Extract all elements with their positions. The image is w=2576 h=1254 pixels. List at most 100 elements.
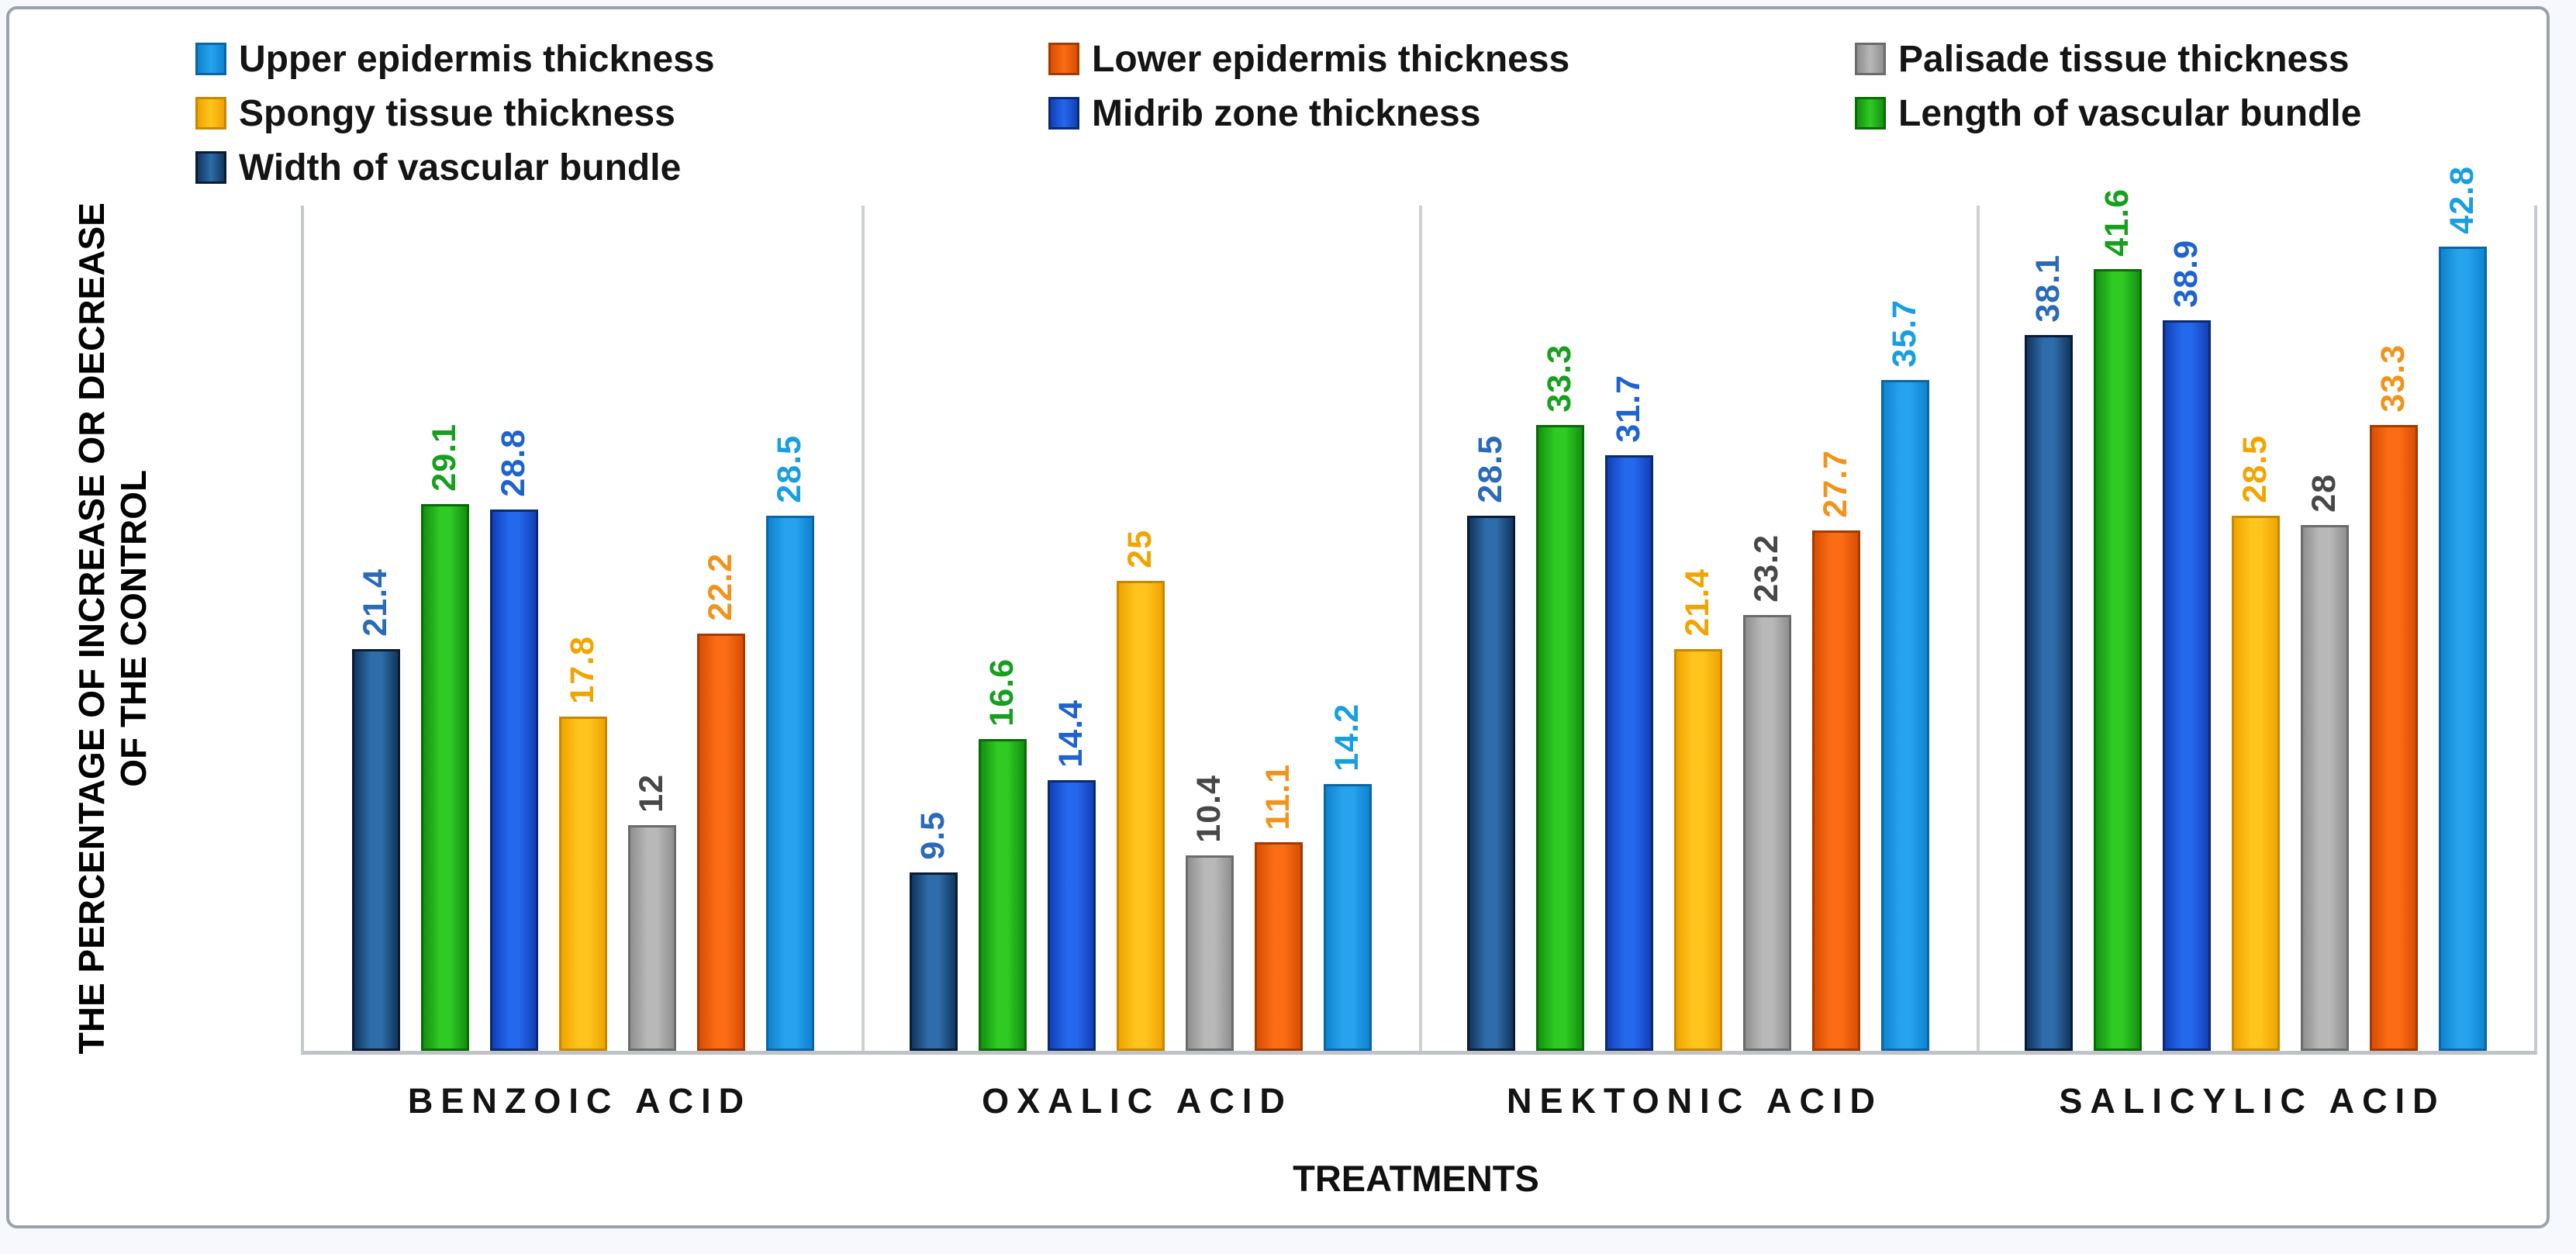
bar-value-label: 29.1 [426,423,463,492]
bar-lower [2369,425,2418,1051]
bar-value-label: 38.9 [2167,240,2205,308]
legend-label: Lower epidermis thickness [1092,38,1570,80]
bar-group-benzoic-acid: 21.4 29.1 28.8 17.8 12 22.2 28.5 [304,206,862,1051]
bar-slot-upper: 35.7 [1880,299,1929,1051]
bar-slot-spongy: 25 [1116,530,1165,1051]
bar-slot-lower: 22.2 [696,553,745,1051]
bar-lower [1254,842,1303,1051]
bar-slot-lower: 27.7 [1811,450,1860,1051]
legend-swatch-spongy [195,97,226,130]
legend-label: Upper epidermis thickness [239,38,715,80]
bar-slot-upper: 42.8 [2438,166,2487,1051]
bar-slot-palisade: 10.4 [1185,775,1234,1051]
bar-width [909,872,958,1051]
legend-swatch-lower [1048,43,1079,75]
bar-value-label: 21.4 [357,568,394,637]
bar-palisade [1185,855,1234,1051]
bar-value-label: 28 [2305,474,2343,513]
bar-slot-spongy: 17.8 [558,636,607,1051]
legend-label: Midrib zone thickness [1092,92,1481,134]
bar-length [2093,269,2142,1051]
y-axis-title: THE PERCENTAGE OF INCREASE OR DECREASE O… [23,202,202,1054]
legend-swatch-midrib [1048,97,1079,130]
bar-midrib [1604,455,1653,1051]
y-axis-title-line2: OF THE CONTROL [113,469,154,787]
bar-spongy [1673,649,1722,1051]
x-axis-title: TREATMENTS [1293,1158,1539,1199]
legend-item-length: Length of vascular bundle [1855,88,2553,138]
bar-slot-palisade: 12 [627,774,676,1051]
legend-label: Length of vascular bundle [1898,92,2362,134]
bar-value-label: 31.7 [1610,375,1647,443]
bar-slot-palisade: 23.2 [1742,534,1791,1051]
legend-label: Width of vascular bundle [239,147,682,188]
bar-slot-width: 9.5 [909,811,958,1051]
legend-item-spongy: Spongy tissue thickness [195,88,1048,138]
bar-value-label: 22.2 [702,553,739,621]
bar-slot-width: 28.5 [1466,435,1515,1051]
bar-value-label: 14.4 [1052,700,1089,768]
bar-palisade [1742,615,1791,1051]
bar-slot-length: 33.3 [1535,344,1584,1051]
bar-value-label: 16.6 [983,658,1020,727]
x-category-label: BENZOIC ACID [407,1081,752,1121]
bar-lower [696,634,745,1051]
bar-palisade [627,825,676,1051]
legend-item-palisade: Palisade tissue thickness [1855,34,2553,84]
chart-legend: Upper epidermis thickness Lower epidermis… [195,34,2553,192]
bar-value-label: 27.7 [1817,450,1854,518]
bar-upper [1323,784,1372,1051]
bar-value-label: 35.7 [1886,299,1923,368]
bar-length [420,504,469,1051]
bar-value-label: 38.1 [2029,254,2067,323]
bar-upper [765,516,814,1051]
bar-spongy [2231,516,2280,1051]
legend-swatch-upper [195,43,226,75]
bar-slot-midrib: 28.8 [489,429,538,1051]
bar-length [978,739,1027,1051]
category-separator [862,206,865,1051]
legend-swatch-palisade [1855,43,1886,75]
bar-value-label: 21.4 [1679,568,1716,637]
bar-slot-lower: 33.3 [2369,344,2418,1051]
category-separator [1419,206,1422,1051]
category-separator [1977,206,1980,1051]
bar-slot-length: 41.6 [2093,188,2142,1051]
bar-slot-length: 29.1 [420,423,469,1051]
legend-item-midrib: Midrib zone thickness [1048,88,1855,138]
y-axis-title-line1: THE PERCENTAGE OF INCREASE OR DECREASE [71,202,112,1055]
bar-group-nektonic-acid: 28.5 33.3 31.7 21.4 23.2 27.7 35.7 [1419,206,1977,1051]
x-category-label: SALICYLIC ACID [2059,1081,2446,1121]
bar-value-label: 28.5 [2236,435,2274,503]
bar-slot-spongy: 28.5 [2231,435,2280,1051]
bar-slot-length: 16.6 [978,658,1027,1051]
bar-midrib [489,510,538,1051]
bar-value-label: 12 [633,774,670,813]
bar-value-label: 33.3 [2374,344,2412,413]
bar-value-label: 17.8 [564,636,601,704]
bar-value-label: 11.1 [1259,763,1297,830]
bar-slot-spongy: 21.4 [1673,568,1722,1051]
x-category-label: OXALIC ACID [982,1081,1293,1121]
bar-slot-midrib: 31.7 [1604,375,1653,1051]
legend-label: Spongy tissue thickness [239,92,675,134]
legend-swatch-width [195,151,226,184]
legend-swatch-length [1855,97,1886,130]
bar-value-label: 33.3 [1541,344,1578,413]
bar-group-oxalic-acid: 9.5 16.6 14.4 25 10.4 11.1 14.2 [862,206,1419,1051]
bar-width [351,649,400,1051]
bar-width [2024,335,2073,1051]
plot-area: 21.4 29.1 28.8 17.8 12 22.2 28.5 9.5 16.6 14.4 25 1… [301,166,2537,1055]
bar-slot-lower: 11.1 [1254,763,1303,1051]
bar-slot-upper: 14.2 [1323,703,1372,1051]
x-category-label: NEKTONIC ACID [1506,1081,1883,1121]
bar-group-salicylic-acid: 38.1 41.6 38.9 28.5 28 33.3 42.8 [1977,166,2534,1051]
bar-lower [1811,530,1860,1051]
bar-upper [2438,247,2487,1051]
bar-value-label: 10.4 [1190,775,1228,843]
legend-item-upper: Upper epidermis thickness [195,34,1048,84]
bar-midrib [1047,780,1096,1051]
bar-spongy [558,717,607,1051]
bar-value-label: 28.5 [771,435,808,503]
bar-value-label: 28.5 [1472,435,1509,503]
